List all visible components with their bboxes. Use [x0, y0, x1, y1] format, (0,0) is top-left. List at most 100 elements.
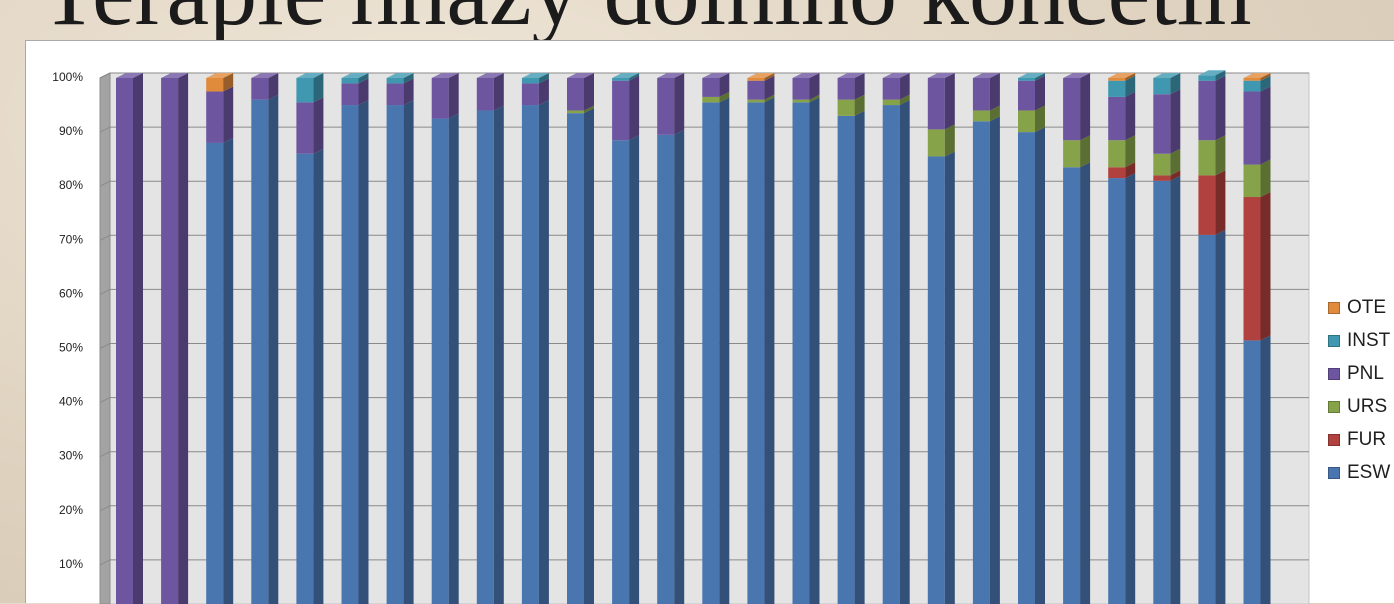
bar-side-urs: [1035, 105, 1045, 133]
bar-side-pnl: [1080, 73, 1091, 141]
bar-segment-inst: [1018, 78, 1035, 81]
bar-top-cap: [747, 73, 775, 78]
bar-side-inst: [1260, 75, 1271, 92]
bar-side-pnl: [223, 86, 234, 143]
bar-top-cap: [1198, 70, 1226, 76]
bar-side-esw: [1170, 175, 1181, 604]
bar-side-pnl: [403, 78, 414, 106]
bar-side-pnl: [764, 75, 775, 100]
bar-segment-esw: [837, 115, 855, 604]
bar-segment-urs: [1153, 153, 1171, 176]
bar-side-inst: [313, 73, 324, 103]
bar-side-pnl: [1035, 75, 1045, 111]
bar-side-esw: [764, 97, 775, 604]
legend-swatch: [1328, 434, 1340, 446]
bar-top-cap: [792, 73, 820, 78]
bar-side-urs: [989, 105, 1000, 122]
bar-side-esw: [629, 135, 640, 604]
bar-top-cap: [521, 73, 549, 78]
bar-side-urs: [1125, 135, 1136, 168]
bar-side-esw: [493, 105, 504, 604]
bar-side-inst: [1215, 70, 1226, 81]
bar-segment-ote: [1243, 78, 1261, 81]
bar-side-esw: [1080, 162, 1091, 604]
bar-segment-pnl: [792, 78, 810, 100]
y-tick-label: 30%: [59, 449, 83, 463]
bar-segment-urs: [972, 110, 990, 122]
bar-side-esw: [313, 148, 324, 604]
bar-side-fur: [1170, 170, 1181, 181]
y-tick-label: 90%: [59, 124, 83, 138]
bar-segment-inst: [1198, 75, 1216, 81]
bar-segment-esw: [1198, 234, 1216, 604]
legend-item-urs: URS: [1328, 395, 1394, 419]
slide-title: Terapie hnázy dolního končetin: [40, 0, 1252, 42]
bar-side-inst: [1125, 75, 1136, 97]
bar-side-pnl: [538, 78, 549, 106]
legend-item-fur: FUR: [1328, 428, 1394, 452]
bar-segment-esw: [567, 113, 584, 604]
bar-segment-pnl: [341, 83, 359, 106]
bar-top-cap: [882, 73, 910, 78]
bar-side-pnl: [1170, 89, 1181, 154]
bar-side-pnl: [1125, 91, 1136, 141]
legend-swatch: [1328, 302, 1340, 314]
legend-swatch: [1328, 335, 1340, 347]
bar-segment-esw: [1153, 180, 1171, 604]
gridline-depth: [99, 72, 111, 79]
bar-segment-inst: [386, 78, 404, 84]
bar-side-ote: [1125, 73, 1136, 81]
bar-side-pnl: [719, 73, 730, 97]
bar-segment-urs: [567, 110, 584, 114]
bar-side-esw: [944, 151, 955, 604]
legend-label: INST: [1347, 330, 1391, 351]
bar-top-cap: [837, 73, 865, 78]
stacked-bar-plot: 10% 20% 30% 40% 50% 60% 70% 80% 90% 100%: [52, 70, 1310, 604]
legend-swatch: [1328, 401, 1340, 413]
bar-side-pnl: [493, 73, 504, 111]
legend-item-esw: ESW: [1328, 461, 1394, 485]
bar-segment-urs: [1108, 140, 1126, 168]
bar-segment-pnl: [567, 78, 584, 111]
y-tick-label: 40%: [59, 395, 83, 409]
bar-side-urs: [1080, 135, 1091, 168]
plot-side-wall: [99, 72, 111, 604]
bar-top-cap: [1243, 73, 1271, 78]
bar-side-pnl: [989, 73, 1000, 111]
bar-side-fur: [1260, 192, 1271, 341]
bar-side-esw: [1215, 229, 1226, 604]
bar-segment-esw: [972, 121, 990, 604]
bar-segment-esw: [206, 142, 224, 604]
bar-top-cap: [702, 73, 730, 78]
bar-segment-pnl: [1153, 94, 1171, 154]
gridline-depth: [99, 288, 111, 295]
bar-segment-inst: [1153, 78, 1171, 95]
gridline-depth: [99, 397, 111, 404]
bar-segment-esw: [386, 105, 404, 604]
bar-top-cap: [251, 73, 279, 78]
bar-segment-pnl: [116, 78, 133, 604]
bar-segment-esw: [1108, 178, 1126, 604]
bar-top-cap: [476, 73, 504, 78]
bar-side-pnl: [358, 78, 369, 106]
bar-segment-pnl: [431, 78, 449, 119]
bar-segment-pnl: [702, 78, 720, 97]
bar-segment-ote: [1108, 78, 1126, 81]
bar-side-pnl: [809, 73, 820, 100]
bar-top-cap: [1018, 73, 1045, 78]
bar-side-ote: [1260, 73, 1271, 81]
bar-side-pnl: [629, 75, 640, 141]
bar-segment-inst: [1108, 80, 1126, 97]
bar-segment-pnl: [1243, 91, 1261, 165]
bar-side-esw: [223, 137, 234, 604]
bar-segment-urs: [1018, 110, 1035, 133]
bar-segment-esw: [476, 110, 494, 604]
bar-side-inst: [358, 73, 369, 84]
bar-side-esw: [1260, 335, 1271, 604]
bar-segment-pnl: [972, 78, 990, 111]
bar-segment-pnl: [612, 80, 630, 141]
bar-side-esw: [268, 94, 279, 604]
bar-segment-pnl: [206, 91, 224, 143]
bar-segment-pnl: [476, 78, 494, 111]
bar-side-esw: [719, 97, 730, 604]
